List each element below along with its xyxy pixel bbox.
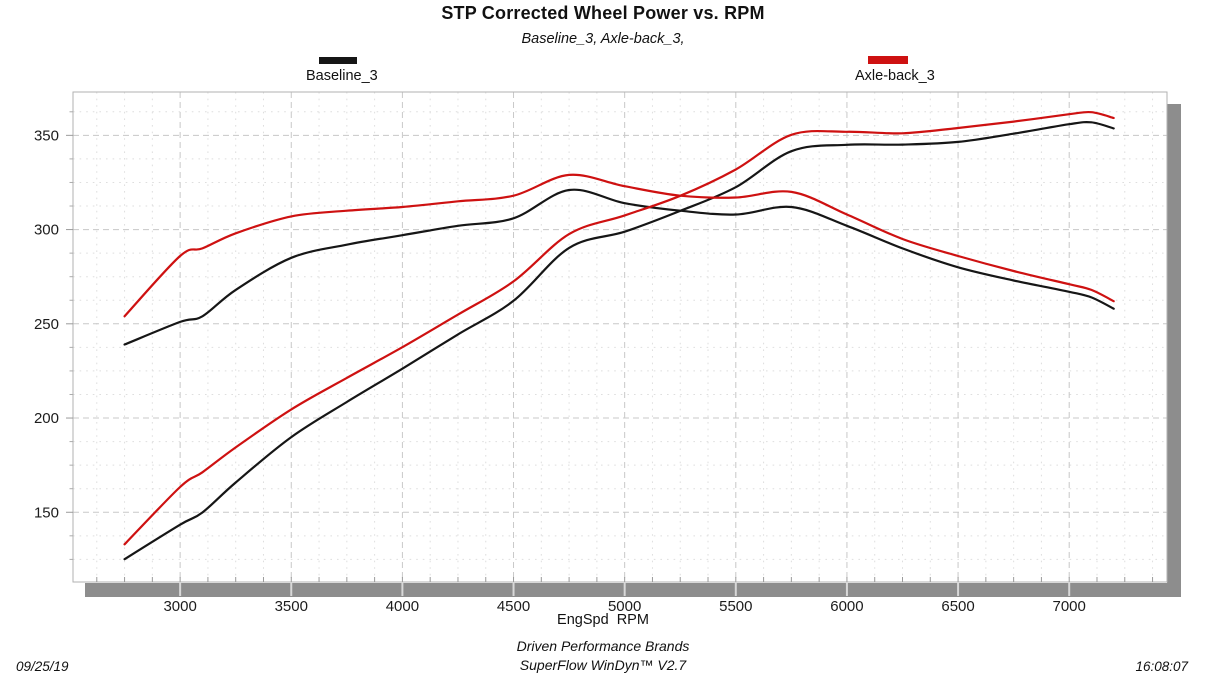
plot-border <box>72 91 1168 583</box>
x-tick-label: 3500 <box>275 598 308 615</box>
y-tick-label: 200 <box>34 410 59 427</box>
x-tick-label: 5000 <box>608 598 641 615</box>
x-tick-label: 7000 <box>1053 598 1086 615</box>
x-tick-label: 3000 <box>163 598 196 615</box>
baseline-series-swatch <box>319 57 357 64</box>
chart-title: STP Corrected Wheel Power vs. RPM <box>441 3 765 23</box>
plot-drop-shadow <box>85 104 1181 597</box>
date-stamp: 09/25/19 <box>16 659 69 674</box>
x-tick-label: 4000 <box>386 598 419 615</box>
chart-subtitle: Baseline_3, Axle-back_3, <box>521 31 685 47</box>
series-line-baseline-3-torque- <box>123 188 1115 346</box>
series-line-axle-back-3-power- <box>123 110 1115 546</box>
y-tick-label: 350 <box>34 127 59 144</box>
series-line-axle-back-3-torque- <box>123 173 1115 318</box>
x-tick-label: 6000 <box>830 598 863 615</box>
y-tick-label: 250 <box>34 316 59 333</box>
axis-ticks <box>66 111 1154 596</box>
x-axis-label: EngSpd RPM <box>557 612 649 628</box>
plot-area <box>73 92 1167 582</box>
y-tick-label: 300 <box>34 222 59 239</box>
series-line-baseline-3-power- <box>123 120 1115 561</box>
grid-major <box>73 92 1167 582</box>
footer-brand-line: Driven Performance Brands <box>516 638 690 654</box>
axleback-series-label: Axle-back_3 <box>855 68 935 84</box>
baseline-series-label: Baseline_3 <box>306 68 378 84</box>
time-stamp: 16:08:07 <box>1135 659 1188 674</box>
grid-minor <box>73 92 1167 582</box>
axleback-series-swatch <box>868 56 908 64</box>
series-curves <box>123 110 1115 561</box>
footer-software-line: SuperFlow WinDyn™ V2.7 <box>519 657 687 673</box>
y-tick-label: 150 <box>34 504 59 521</box>
x-tick-labels: 3000 3500 4000 4500 5000 5500 6000 6500 7000 <box>163 598 1085 615</box>
x-tick-label: 4500 <box>497 598 530 615</box>
x-tick-label: 5500 <box>719 598 752 615</box>
y-tick-labels: 150 200 250 300 350 <box>34 127 59 521</box>
x-tick-label: 6500 <box>941 598 974 615</box>
